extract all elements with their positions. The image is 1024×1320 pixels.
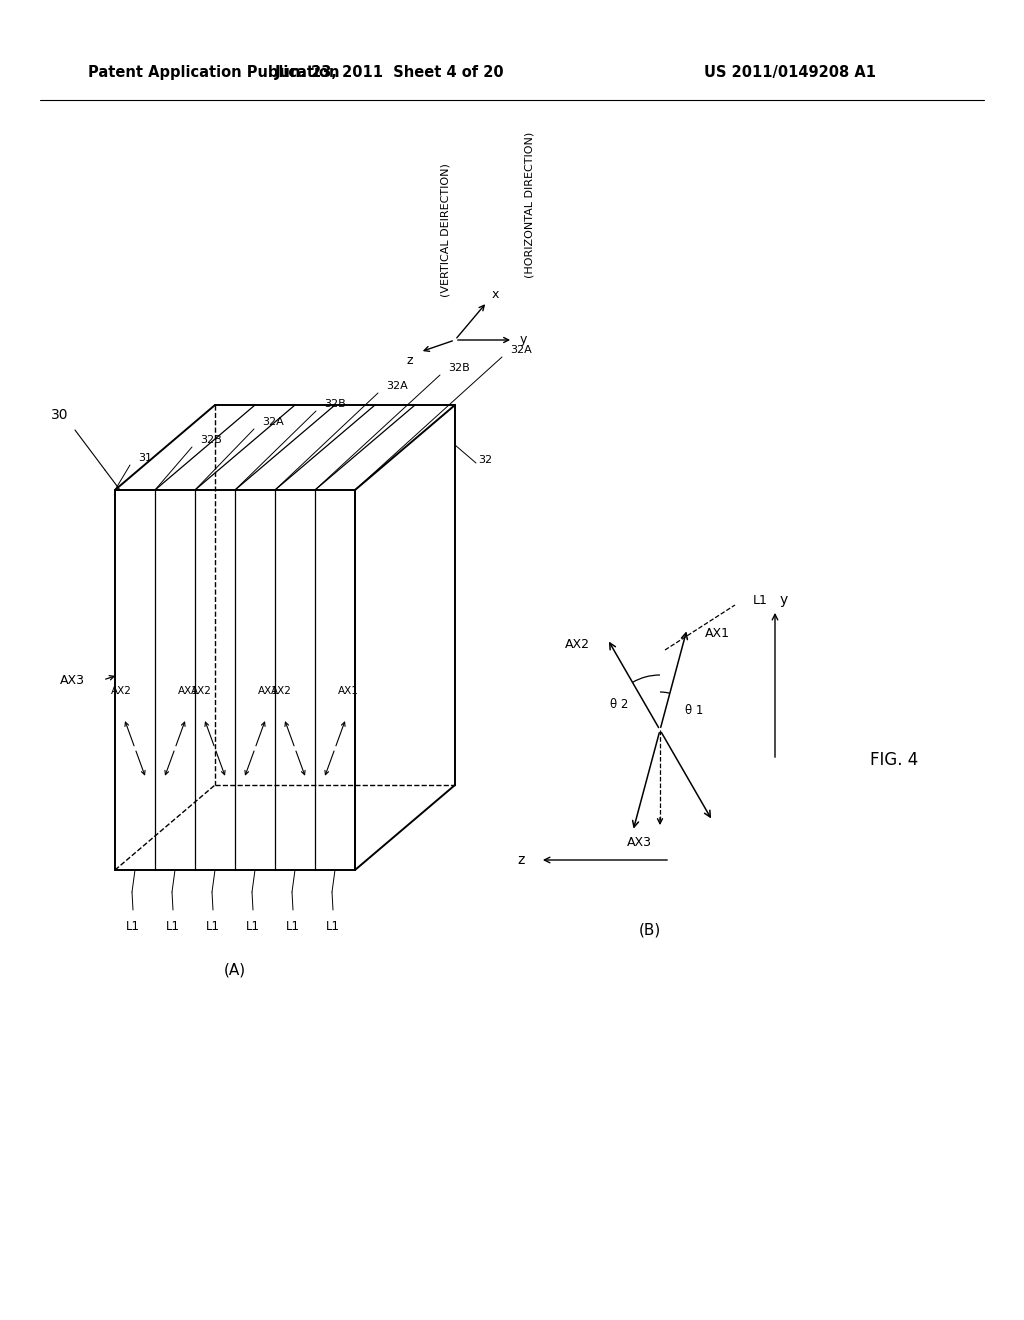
Text: L1: L1 <box>206 920 220 933</box>
Text: y: y <box>780 593 788 607</box>
Text: (B): (B) <box>639 923 662 937</box>
Text: US 2011/0149208 A1: US 2011/0149208 A1 <box>705 66 876 81</box>
Text: z: z <box>517 853 525 867</box>
Text: z: z <box>407 354 414 367</box>
Text: 32: 32 <box>478 455 493 465</box>
Text: AX1: AX1 <box>338 686 358 696</box>
Text: 32A: 32A <box>386 381 408 391</box>
Text: (HORIZONTAL DIRECTION): (HORIZONTAL DIRECTION) <box>525 132 535 279</box>
Text: L1: L1 <box>326 920 340 933</box>
Text: AX3: AX3 <box>627 836 652 849</box>
Text: θ 1: θ 1 <box>685 704 703 717</box>
Text: AX3: AX3 <box>60 673 85 686</box>
Text: L1: L1 <box>166 920 180 933</box>
Text: (A): (A) <box>224 962 246 978</box>
Text: L1: L1 <box>246 920 260 933</box>
Text: L1: L1 <box>286 920 300 933</box>
Text: 32B: 32B <box>449 363 470 374</box>
Text: 32B: 32B <box>200 436 222 445</box>
Text: 32B: 32B <box>324 399 346 409</box>
Text: AX2: AX2 <box>564 638 590 651</box>
Text: Patent Application Publication: Patent Application Publication <box>88 66 340 81</box>
Text: Jun. 23, 2011  Sheet 4 of 20: Jun. 23, 2011 Sheet 4 of 20 <box>275 66 505 81</box>
Text: θ 2: θ 2 <box>609 698 628 711</box>
Text: 32A: 32A <box>510 345 531 355</box>
Text: 30: 30 <box>51 408 69 422</box>
Text: L1: L1 <box>753 594 768 606</box>
Text: 31: 31 <box>138 453 152 463</box>
Text: y: y <box>519 334 526 346</box>
Text: AX1: AX1 <box>178 686 199 696</box>
Text: x: x <box>492 289 499 301</box>
Text: (VERTICAL DEIRECTION): (VERTICAL DEIRECTION) <box>440 164 450 297</box>
Text: 32A: 32A <box>262 417 284 426</box>
Text: FIG. 4: FIG. 4 <box>870 751 919 770</box>
Text: AX1: AX1 <box>258 686 279 696</box>
Text: AX2: AX2 <box>271 686 292 696</box>
Text: AX1: AX1 <box>706 627 730 640</box>
Text: L1: L1 <box>126 920 140 933</box>
Text: AX2: AX2 <box>191 686 212 696</box>
Text: AX2: AX2 <box>112 686 132 696</box>
